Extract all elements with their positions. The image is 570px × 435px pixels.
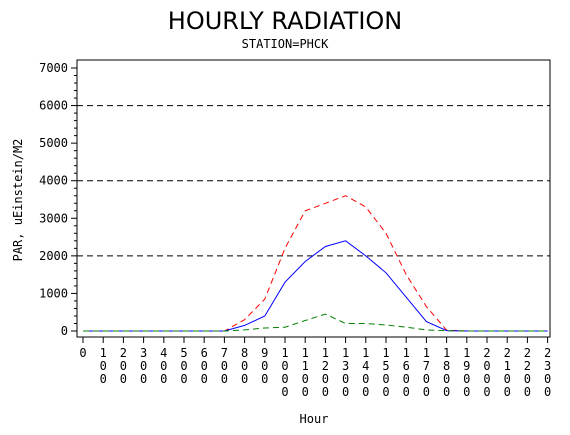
y-tick-label: 6000 [39,99,68,113]
y-tick-label: 0 [61,324,68,338]
y-tick-label: 2000 [39,249,68,263]
series-line-3 [83,313,548,332]
y-tick-label: 7000 [39,61,68,75]
chart-title: HOURLY RADIATION [168,7,402,35]
plot-frame [76,59,551,338]
series-line-1 [83,195,548,332]
y-axis-label: PAR, uEinstein/M2 [11,139,25,262]
y-tick-label: 4000 [39,174,68,188]
y-tick-label: 5000 [39,136,68,150]
y-tick-label: 1000 [39,286,68,300]
y-tick-label: 3000 [39,211,68,225]
x-axis-label: Hour [300,412,329,426]
chart-subtitle: STATION=PHCK [242,37,329,51]
x-tick-label: 0 [79,346,86,360]
